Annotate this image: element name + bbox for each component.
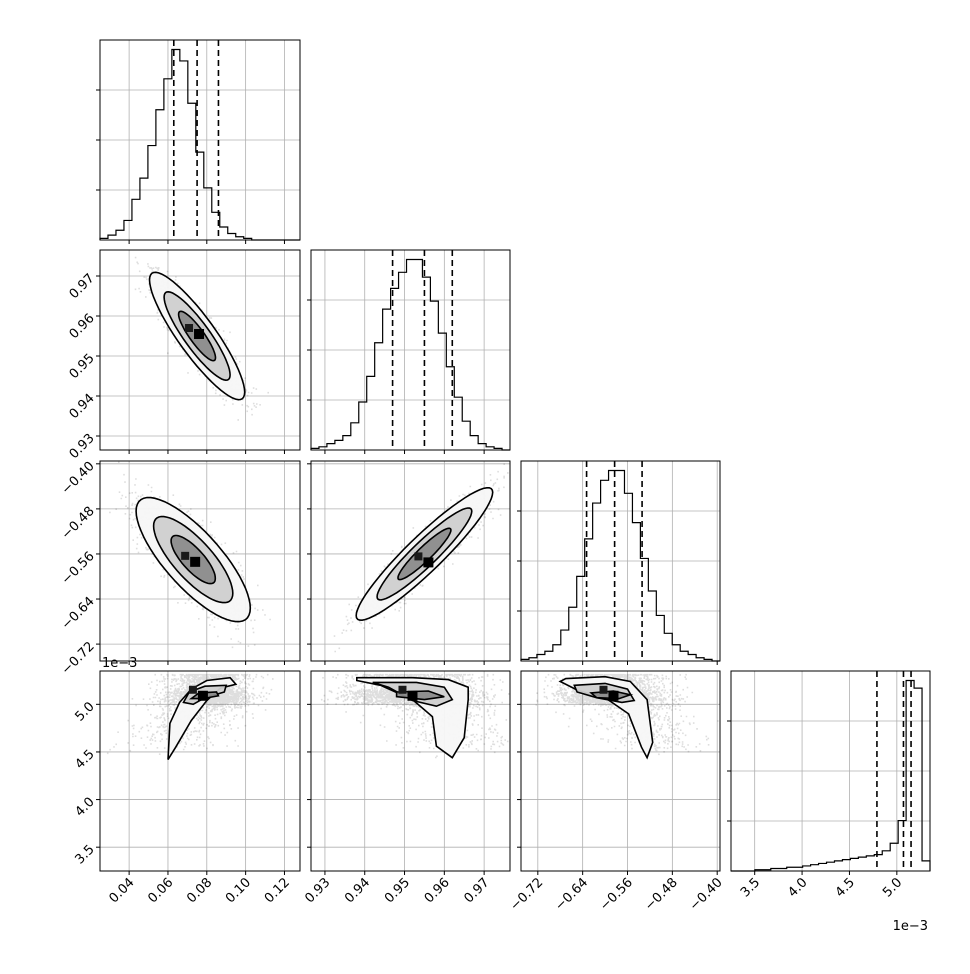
panel-frame — [99, 39, 301, 241]
histogram-step-line — [731, 679, 931, 872]
y-tick-label: −0.48 — [59, 504, 98, 543]
panel-frame — [99, 249, 301, 451]
histogram-panel-4 — [727, 670, 931, 872]
density-peak — [194, 329, 205, 339]
histogram-step-line — [520, 469, 720, 662]
density-peak — [414, 552, 423, 561]
x-tick-label: 0.06 — [145, 875, 176, 906]
panel-frame — [99, 670, 301, 872]
histogram-step-line — [99, 48, 300, 241]
x-tick-label: −0.40 — [687, 875, 726, 914]
y-tick-label: 0.96 — [67, 311, 98, 342]
x-tick-label: −0.56 — [597, 875, 636, 914]
density-peak — [423, 557, 434, 568]
x-tick-label: 0.04 — [107, 875, 138, 906]
histogram-step-line — [310, 258, 510, 451]
panel-content — [521, 671, 720, 871]
x-tick-label: −0.64 — [552, 875, 591, 914]
x-tick-label: 4.5 — [833, 875, 858, 900]
y-tick-label: −0.64 — [59, 594, 98, 633]
density-peak — [185, 324, 194, 332]
scatter-panel-4-1 — [96, 670, 301, 875]
y-tick-label: 3.5 — [72, 842, 97, 867]
x-tick-label: 0.10 — [223, 875, 254, 906]
density-peak — [407, 690, 418, 701]
y-tick-label: 5.0 — [72, 699, 97, 724]
panel-frame — [310, 460, 511, 662]
scatter-panel-2-1 — [96, 249, 301, 454]
y-tick-label: −0.72 — [59, 639, 98, 678]
x-scale-label: 1e−3 — [893, 919, 928, 934]
density-peak — [188, 685, 197, 694]
x-tick-label: 0.93 — [302, 875, 333, 906]
y-tick-label: −0.40 — [59, 459, 98, 498]
y-tick-label: 0.97 — [67, 271, 98, 302]
panel-content — [100, 671, 300, 871]
x-tick-label: 0.12 — [262, 875, 293, 906]
density-peak — [599, 685, 608, 694]
panel-frame — [310, 249, 511, 451]
sample-points — [535, 673, 719, 756]
panel-frame — [520, 460, 721, 662]
panel-frame — [520, 670, 721, 872]
y-tick-label: 0.93 — [67, 431, 98, 462]
histogram-panel-1 — [96, 39, 301, 241]
density-peak — [608, 690, 619, 701]
x-tick-label: 0.08 — [184, 875, 215, 906]
x-tick-label: 3.5 — [738, 875, 763, 900]
panel-content — [100, 461, 300, 661]
histogram-panel-3 — [517, 460, 721, 662]
x-tick-label: 4.0 — [785, 875, 810, 900]
density-peak — [181, 551, 190, 560]
histogram-panel-2 — [307, 249, 511, 451]
density-peak — [197, 690, 208, 701]
y-tick-label: 4.0 — [72, 795, 97, 820]
x-tick-label: 0.95 — [382, 875, 413, 906]
y-tick-label: 0.95 — [67, 351, 98, 382]
y-tick-label: 0.94 — [67, 391, 98, 422]
panel-frame — [730, 670, 931, 872]
x-tick-label: 0.96 — [422, 875, 453, 906]
x-tick-label: −0.48 — [642, 875, 681, 914]
panel-frame — [99, 460, 301, 662]
x-tick-label: 0.94 — [342, 875, 373, 906]
y-tick-label: 4.5 — [72, 747, 97, 772]
panel-content — [311, 671, 510, 871]
scatter-panel-4-3 — [517, 670, 721, 875]
scatter-panel-3-2 — [307, 460, 511, 665]
density-peak — [190, 556, 201, 567]
x-tick-label: −0.72 — [508, 875, 547, 914]
scatter-panel-4-2 — [307, 670, 511, 875]
panel-frame — [310, 670, 511, 872]
panel-content — [311, 461, 510, 661]
density-peak — [398, 685, 407, 694]
panel-content — [100, 250, 300, 450]
x-tick-label: 0.97 — [462, 875, 493, 906]
contour-level-3 — [397, 527, 452, 581]
y-scale-label: 1e−3 — [102, 656, 137, 671]
x-tick-label: 5.0 — [880, 875, 905, 900]
y-tick-label: −0.56 — [59, 549, 98, 588]
scatter-panel-3-1 — [96, 460, 301, 665]
